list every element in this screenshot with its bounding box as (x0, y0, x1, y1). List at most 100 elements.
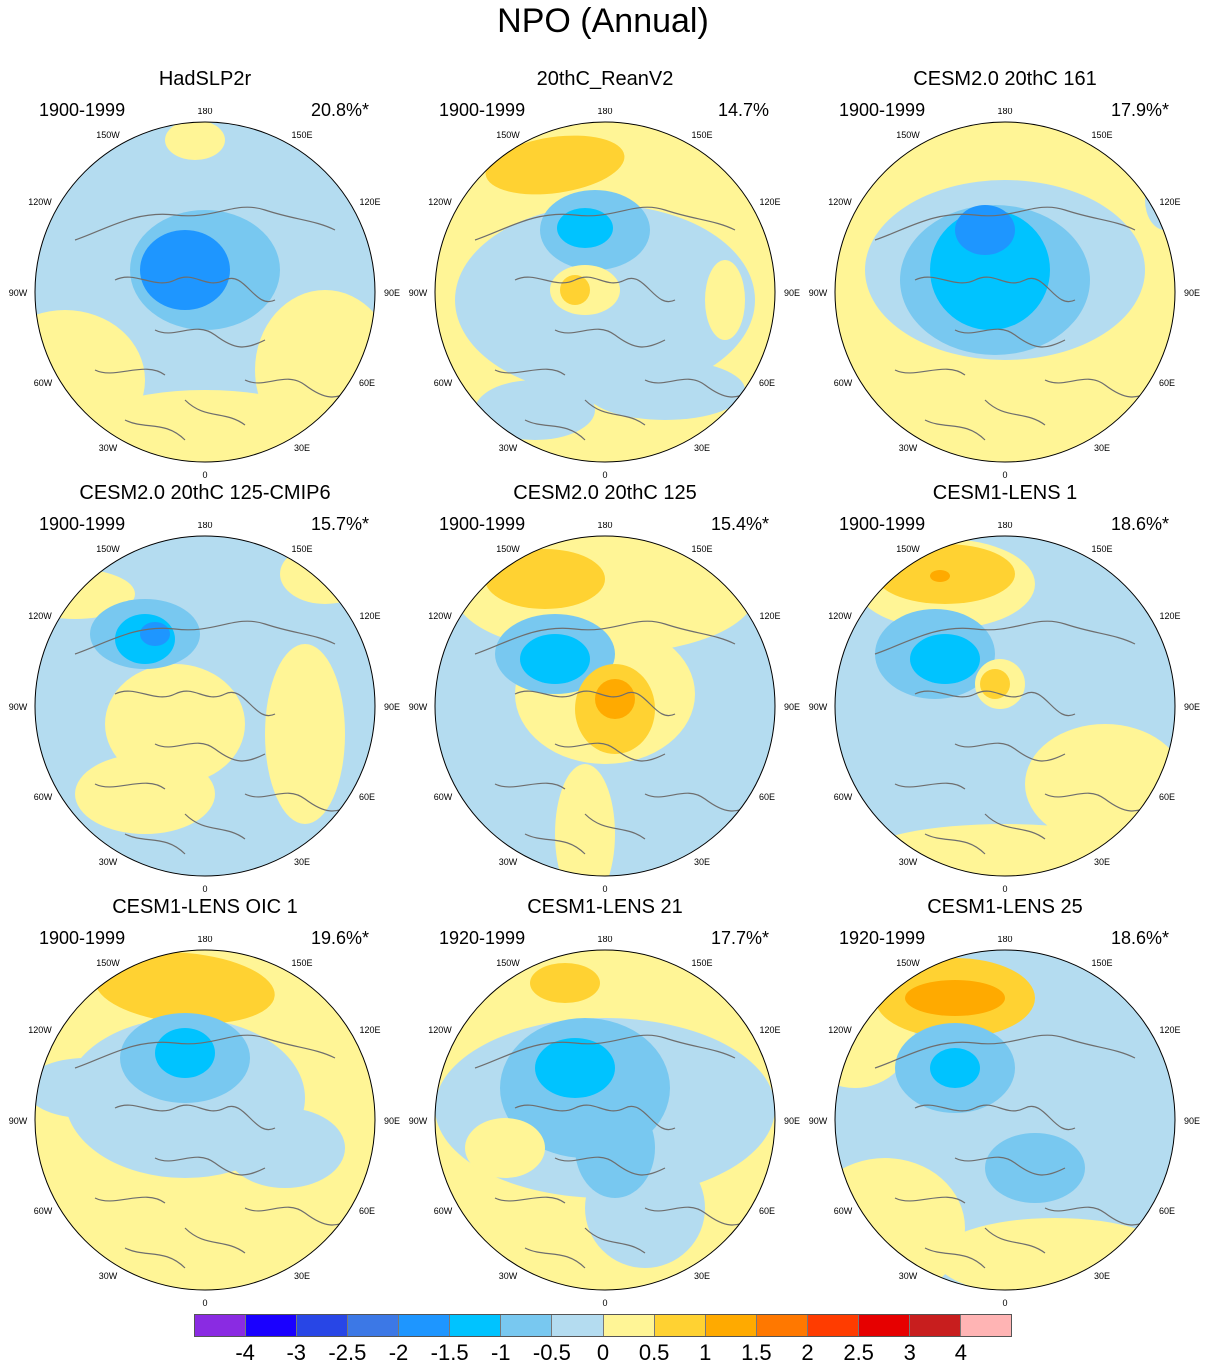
map-boundary (34, 121, 376, 463)
colorbar-tick-label: -1.5 (430, 1340, 469, 1365)
period-label: 1900-1999 (39, 100, 126, 120)
period-label: 1900-1999 (439, 100, 526, 120)
colorbar-swatch (246, 1315, 298, 1336)
longitude-label: 0 (602, 884, 607, 894)
longitude-label: 30E (294, 443, 310, 453)
panel-title: CESM1-LENS 21 (527, 896, 683, 918)
colorbar-swatch (195, 1315, 247, 1336)
longitude-label: 180 (197, 522, 212, 530)
longitude-label: 180 (597, 936, 612, 944)
colorbar-tick-label: -1 (490, 1340, 511, 1365)
longitude-label: 90W (409, 702, 428, 712)
longitude-label: 150E (1091, 958, 1112, 968)
longitude-label: 120W (28, 611, 52, 621)
longitude-label: 30W (99, 857, 118, 867)
colorbar-tick-label: -3 (286, 1340, 307, 1365)
variance-label: 18.6%* (1110, 514, 1169, 534)
polar-map: 180 150E 120E 90E 60E 30E 0 30W 60W 90W 120W 150W (809, 936, 1200, 1308)
panel-title: HadSLP2r (158, 68, 252, 90)
longitude-label: 30W (499, 857, 518, 867)
longitude-label: 150E (291, 130, 312, 140)
polar-map: 180 150E 120E 90E 60E 30E 0 30W 60W 90W 120W 150W (809, 108, 1200, 480)
variance-label: 15.4%* (710, 514, 769, 534)
polar-map: 180 150E 120E 90E 60E 30E 0 30W 60W 90W 120W 150W (409, 522, 800, 894)
period-label: 1920-1999 (839, 928, 926, 948)
map-boundary (834, 949, 1176, 1291)
longitude-label: 150E (1091, 130, 1112, 140)
longitude-label: 60W (34, 378, 53, 388)
longitude-label: 120W (428, 1025, 452, 1035)
longitude-label: 90E (784, 702, 800, 712)
panel-title: CESM2.0 20thC 125-CMIP6 (79, 482, 331, 504)
longitude-label: 30W (499, 1271, 518, 1281)
slp-contour-field (835, 122, 1175, 462)
longitude-label: 30E (694, 1271, 710, 1281)
colorbar-tick-label: 3 (903, 1340, 916, 1365)
colorbar-swatch (654, 1315, 706, 1336)
longitude-label: 150W (896, 130, 920, 140)
longitude-label: 60W (434, 1206, 453, 1216)
longitude-label: 30W (899, 443, 918, 453)
colorbar-swatch (603, 1315, 655, 1336)
coastline (874, 1034, 1156, 1269)
longitude-label: 90E (384, 702, 400, 712)
longitude-label: 0 (1002, 1298, 1007, 1308)
longitude-label: 0 (602, 470, 607, 480)
coastline (74, 206, 356, 441)
longitude-label: 150W (496, 544, 520, 554)
polar-map: 180 150E 120E 90E 60E 30E 0 30W 60W 90W 120W 150W (409, 936, 800, 1308)
longitude-label: 90W (9, 288, 28, 298)
variance-label: 14.7% (717, 100, 769, 120)
longitude-label: 150E (1091, 544, 1112, 554)
longitude-label: 30W (99, 1271, 118, 1281)
map-boundary (434, 121, 776, 463)
longitude-label: 60W (434, 378, 453, 388)
period-label: 1900-1999 (839, 100, 926, 120)
colorbar-tick-label: 2.5 (843, 1340, 874, 1365)
longitude-label: 180 (597, 522, 612, 530)
longitude-label: 60W (34, 1206, 53, 1216)
longitude-label: 90E (784, 1116, 800, 1126)
longitude-label: 150E (691, 130, 712, 140)
colorbar-swatch (807, 1315, 859, 1336)
longitude-label: 30W (99, 443, 118, 453)
longitude-label: 90W (809, 1116, 828, 1126)
colorbar-tick-label: 0.5 (638, 1340, 670, 1365)
longitude-label: 120E (1159, 197, 1180, 207)
longitude-label: 0 (202, 1298, 207, 1308)
coastline (474, 620, 756, 855)
longitude-label: 180 (197, 936, 212, 944)
longitude-label: 120E (359, 611, 380, 621)
map-boundary (34, 535, 376, 877)
colorbar-tick-label: 1 (699, 1340, 712, 1365)
longitude-label: 120W (828, 1025, 852, 1035)
period-label: 1920-1999 (439, 928, 526, 948)
longitude-label: 0 (602, 1298, 607, 1308)
colorbar-swatch (909, 1315, 961, 1336)
longitude-label: 180 (597, 108, 612, 116)
polar-map: 180 150E 120E 90E 60E 30E 0 30W 60W 90W 120W 150W (409, 108, 800, 480)
panel-title: CESM1-LENS 25 (927, 896, 1083, 918)
coastline (874, 620, 1156, 855)
longitude-label: 30E (1094, 1271, 1110, 1281)
colorbar-swatch (858, 1315, 910, 1336)
longitude-label: 60E (1159, 1206, 1175, 1216)
longitude-label: 180 (997, 108, 1012, 116)
longitude-label: 30W (499, 443, 518, 453)
longitude-label: 60E (759, 1206, 775, 1216)
longitude-label: 120W (28, 1025, 52, 1035)
variance-label: 17.7%* (710, 928, 769, 948)
slp-contour-field (435, 536, 775, 876)
longitude-label: 150W (496, 130, 520, 140)
colorbar-swatch (348, 1315, 400, 1336)
longitude-label: 30W (899, 857, 918, 867)
longitude-label: 120E (759, 1025, 780, 1035)
longitude-label: 90W (409, 1116, 428, 1126)
longitude-label: 150W (496, 958, 520, 968)
slp-contour-field (35, 536, 375, 876)
longitude-label: 150W (896, 958, 920, 968)
longitude-label: 30E (694, 857, 710, 867)
longitude-label: 150E (691, 544, 712, 554)
longitude-label: 120E (759, 197, 780, 207)
longitude-label: 150W (896, 544, 920, 554)
